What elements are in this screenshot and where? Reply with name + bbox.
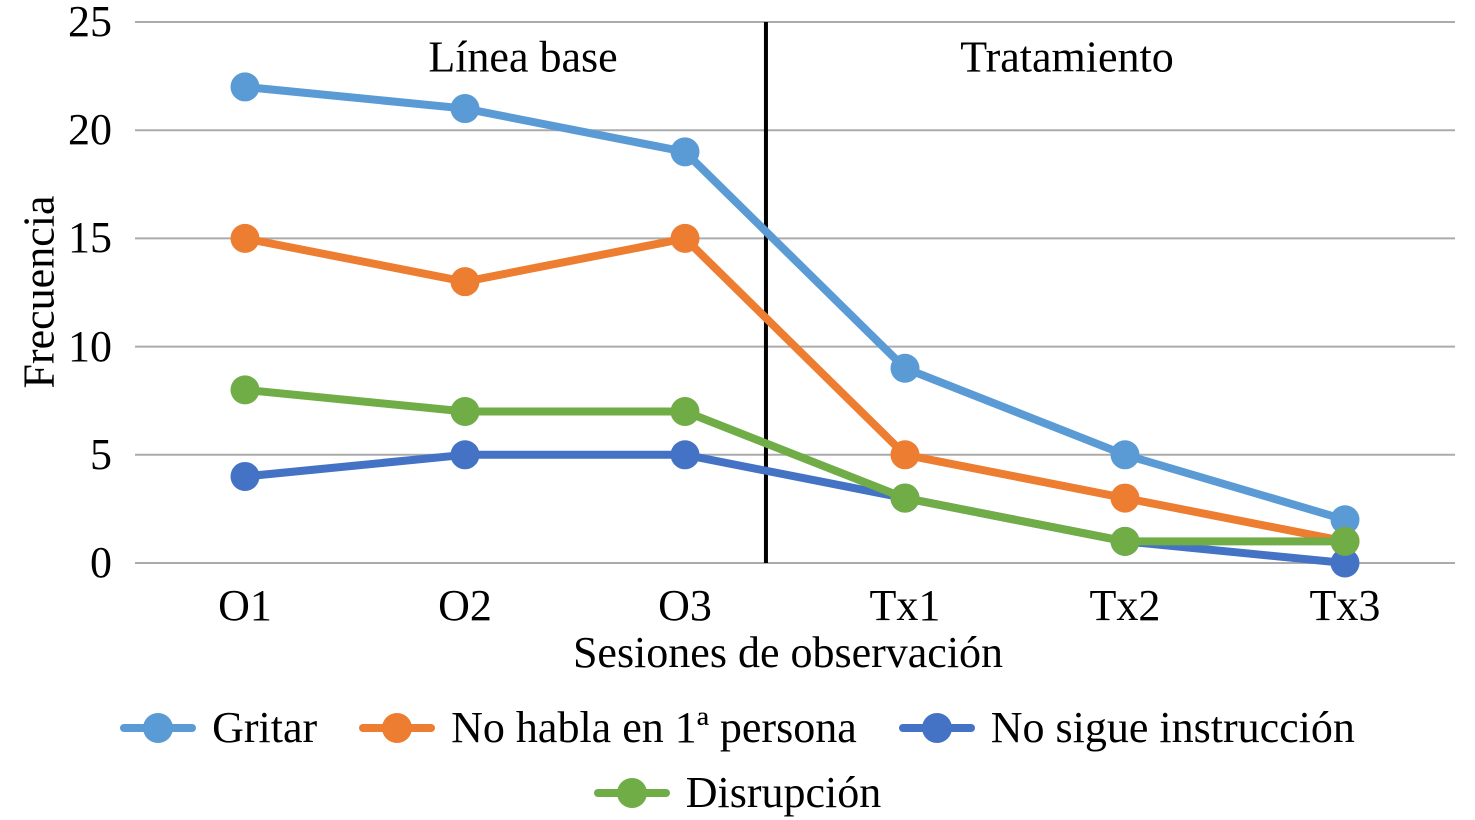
- x-tick-label-tx2: Tx2: [1089, 581, 1161, 630]
- marker-disrupcion-O3: [670, 397, 700, 427]
- marker-gritar-O2: [450, 94, 480, 124]
- marker-gritar-O1: [230, 72, 260, 102]
- marker-no-habla-en-1-persona-O1: [230, 223, 260, 253]
- marker-no-habla-en-1-persona-Tx2: [1110, 483, 1140, 513]
- legend-row-2: Disrupción: [0, 767, 1475, 819]
- y-tick-label-5: 5: [90, 429, 112, 479]
- legend-row-1: Gritar No habla en 1ª persona No sigue ins…: [0, 702, 1475, 754]
- marker-disrupcion-O1: [230, 375, 260, 405]
- y-tick-label-15: 15: [68, 213, 112, 263]
- y-tick-label-20: 20: [68, 105, 112, 155]
- series-line-disrupcion: [241, 385, 1349, 546]
- x-axis-title: Sesiones de observación: [572, 628, 1004, 677]
- legend-label-gritar: Gritar: [212, 703, 318, 752]
- x-tick-label-o1: O1: [218, 581, 272, 630]
- legend-line-marker-icon: [898, 713, 975, 743]
- y-tick-label-25: 25: [68, 0, 112, 46]
- series-line-no-habla-en-1-persona: [241, 234, 1349, 546]
- x-tick-label-tx3: Tx3: [1309, 581, 1381, 630]
- marker-disrupcion-O2: [450, 397, 480, 427]
- marker-no-sigue-instruccion-O2: [450, 440, 480, 470]
- x-tick-label-tx1: Tx1: [869, 581, 941, 630]
- marker-no-habla-en-1-persona-Tx1: [890, 440, 920, 470]
- series-line-gritar: [241, 82, 1349, 524]
- x-tick-label-o3: O3: [658, 581, 712, 630]
- phase-label-tratamiento: Tratamiento: [960, 32, 1174, 82]
- marker-gritar-Tx1: [890, 353, 920, 383]
- legend-label-no-habla-en-1-persona: No habla en 1ª persona: [451, 703, 857, 752]
- marker-no-sigue-instruccion-O3: [670, 440, 700, 470]
- legend-line-marker-icon: [120, 713, 197, 743]
- legend-line-marker-icon: [593, 778, 670, 808]
- marker-no-habla-en-1-persona-O2: [450, 267, 480, 297]
- marker-disrupcion-Tx3: [1330, 526, 1360, 556]
- marker-disrupcion-Tx2: [1110, 526, 1140, 556]
- x-tick-label-o2: O2: [438, 581, 492, 630]
- marker-no-sigue-instruccion-Tx3: [1330, 548, 1360, 578]
- legend-item-disrupcion: Disrupción: [593, 767, 882, 819]
- phase-label-linea-base: Línea base: [428, 32, 618, 82]
- marker-disrupcion-Tx1: [890, 483, 920, 513]
- legend-item-no-habla-en-1-persona: No habla en 1ª persona: [359, 702, 857, 754]
- y-tick-label-0: 0: [90, 538, 112, 587]
- legend-line-marker-icon: [359, 713, 436, 743]
- legend-label-no-sigue-instruccion: No sigue instrucción: [990, 703, 1355, 752]
- marker-gritar-O3: [670, 137, 700, 167]
- legend-item-gritar: Gritar: [120, 702, 317, 754]
- marker-no-sigue-instruccion-O1: [230, 461, 260, 491]
- legend-label-disrupcion: Disrupción: [685, 768, 882, 817]
- marker-gritar-Tx3: [1330, 505, 1360, 535]
- marker-gritar-Tx2: [1110, 440, 1140, 470]
- marker-no-habla-en-1-persona-O3: [670, 223, 700, 253]
- legend-item-no-sigue-instruccion: No sigue instrucción: [898, 702, 1355, 754]
- y-tick-label-10: 10: [68, 321, 112, 371]
